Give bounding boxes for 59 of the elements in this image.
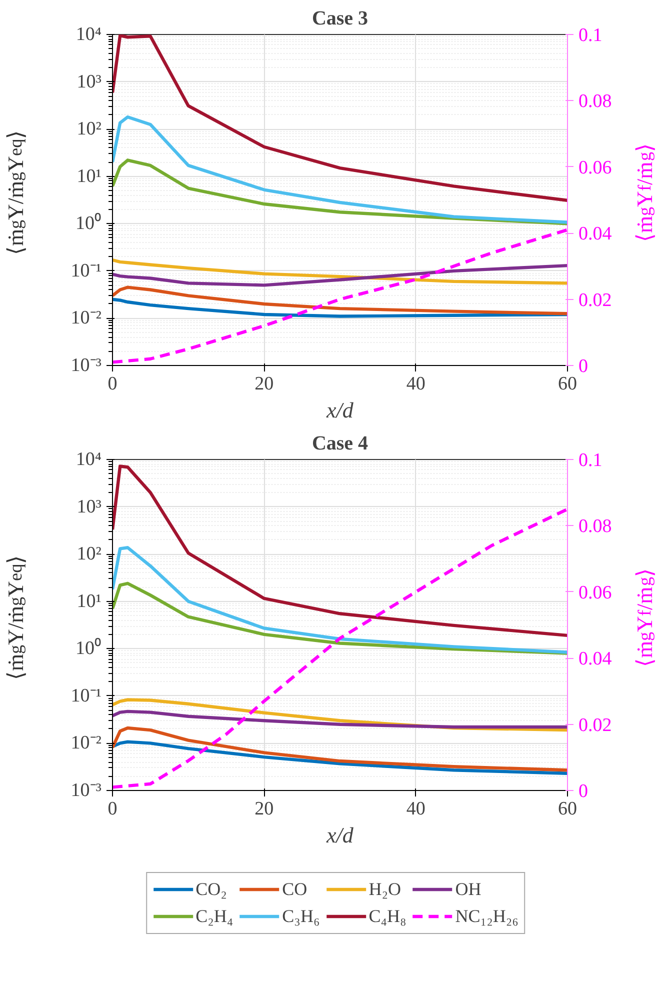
legend-label: C₃H₆ [282, 906, 320, 926]
legend-label: H₂O [368, 878, 402, 900]
y2-tick-label: 0 [578, 781, 588, 802]
y-tick-label: 10⁻³ [70, 355, 102, 376]
y2-tick-label: 0.1 [578, 450, 602, 471]
y2-tick-label: 0.04 [578, 224, 612, 245]
y-tick-label: 10¹ [76, 590, 102, 612]
x-tick-label: 40 [406, 798, 426, 820]
y-tick-label: 10⁰ [76, 637, 102, 660]
x-tick-label: 20 [254, 374, 274, 394]
x-tick-label: 40 [406, 374, 426, 394]
y2-tick-label: 0 [578, 356, 588, 377]
y2-tick-label: 0.02 [578, 714, 612, 736]
x-axis-title: x/d [326, 398, 354, 422]
legend-label: CO [282, 878, 308, 900]
y-tick-label: 10¹ [76, 166, 102, 187]
y-tick-label: 10⁰ [76, 212, 102, 234]
line-series [112, 258, 568, 285]
chart-title: Case 3 [312, 8, 368, 30]
line-series [112, 264, 568, 287]
y-tick-label: 10³ [76, 496, 102, 518]
y-tick-label: 10⁻³ [70, 780, 102, 801]
line-series [112, 546, 568, 654]
legend-label: CO₂ [196, 878, 227, 900]
chart-title: Case 4 [312, 432, 368, 454]
y-tick-label: 10⁻¹ [70, 260, 102, 282]
line-series [112, 726, 568, 772]
y2-tick-label: 0.08 [578, 91, 612, 112]
y2-tick-label: 0.02 [578, 290, 612, 311]
legend-label: NC₁₂H₂₆ [455, 906, 518, 926]
y-tick-label: 10⁻² [70, 308, 102, 329]
y-tick-label: 10⁻¹ [70, 685, 102, 706]
line-series [112, 740, 568, 775]
x-tick-label: 60 [558, 798, 577, 820]
line-series [112, 34, 568, 202]
y2-tick-label: 0.06 [578, 157, 612, 178]
x-tick-label: 20 [254, 798, 274, 820]
legend-label: C₂H₄ [196, 906, 234, 926]
legend-label: OH [455, 878, 482, 900]
x-tick-label: 0 [108, 798, 118, 820]
y2-tick-label: 0.06 [578, 582, 612, 604]
y2-tick-label: 0.1 [578, 25, 602, 46]
y-tick-label: 10⁻² [70, 732, 102, 754]
line-series [112, 710, 568, 729]
line-series [112, 298, 568, 318]
x-tick-label: 60 [558, 374, 577, 394]
y-tick-label: 10² [76, 544, 102, 565]
y-tick-label: 10² [76, 118, 102, 140]
line-series [112, 286, 568, 316]
y2-tick-label: 0.08 [578, 516, 612, 538]
y-tick-label: 10⁴ [76, 449, 102, 470]
line-series [112, 115, 568, 224]
legend-label: C₄H₈ [368, 906, 406, 926]
y-tick-label: 10⁴ [76, 24, 102, 45]
line-series [112, 464, 568, 638]
x-tick-label: 0 [108, 374, 118, 394]
x-axis-title: x/d [326, 822, 354, 848]
y2-tick-label: 0.04 [578, 648, 612, 670]
y-tick-label: 10³ [76, 71, 102, 92]
